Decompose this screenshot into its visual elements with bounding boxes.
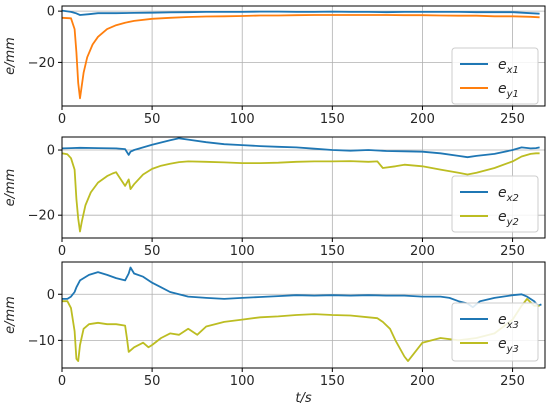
y-tick-label: 0 — [47, 144, 55, 159]
x-tick-label: 150 — [320, 374, 345, 389]
x-tick-label: 250 — [500, 244, 525, 259]
axes-frame — [61, 261, 546, 369]
y-tick-label: 0 — [47, 5, 55, 20]
y-axis-label: e/mm — [3, 169, 18, 207]
x-tick-label: 50 — [144, 244, 161, 259]
series-line-y2 — [62, 152, 540, 233]
legend-label-y3: ey3 — [498, 336, 519, 355]
y-tick-label: −20 — [28, 209, 55, 224]
series-line-y3 — [62, 297, 540, 363]
legend-box — [451, 302, 539, 362]
axes-frame — [61, 5, 546, 107]
x-tick-label: 50 — [144, 374, 161, 389]
series-line-x2 — [62, 137, 540, 159]
y-axis-label: e/mm — [3, 37, 18, 75]
legend-label-x1: ex1 — [498, 57, 519, 76]
legend-label-y2: ey2 — [498, 209, 519, 228]
legend-label-x2: ex2 — [498, 185, 519, 204]
x-axis-label: t/s — [295, 391, 311, 406]
x-tick-label: 250 — [500, 112, 525, 127]
series-line-y1 — [62, 14, 540, 100]
series-line-x1 — [62, 9, 540, 16]
x-tick-label: 150 — [320, 112, 345, 127]
series-line-x3 — [62, 266, 542, 309]
x-tick-label: 0 — [58, 244, 66, 259]
y-tick-label: −20 — [28, 56, 55, 71]
legend-label-x3: ex3 — [498, 312, 519, 331]
y-tick-label: −10 — [28, 334, 55, 349]
x-tick-label: 100 — [230, 244, 255, 259]
x-tick-label: 100 — [230, 112, 255, 127]
x-tick-label: 200 — [410, 374, 435, 389]
x-tick-label: 250 — [500, 374, 525, 389]
legend-label-y1: ey1 — [498, 81, 519, 100]
x-tick-label: 200 — [410, 112, 435, 127]
x-tick-label: 150 — [320, 244, 345, 259]
x-tick-label: 0 — [58, 112, 66, 127]
x-tick-label: 50 — [144, 112, 161, 127]
y-axis-label: e/mm — [3, 296, 18, 334]
axes-frame — [61, 136, 546, 239]
legend-box — [451, 47, 539, 105]
y-tick-label: 0 — [47, 288, 55, 303]
x-tick-label: 200 — [410, 244, 435, 259]
x-tick-label: 0 — [58, 374, 66, 389]
legend-box — [451, 175, 539, 233]
x-tick-label: 100 — [230, 374, 255, 389]
